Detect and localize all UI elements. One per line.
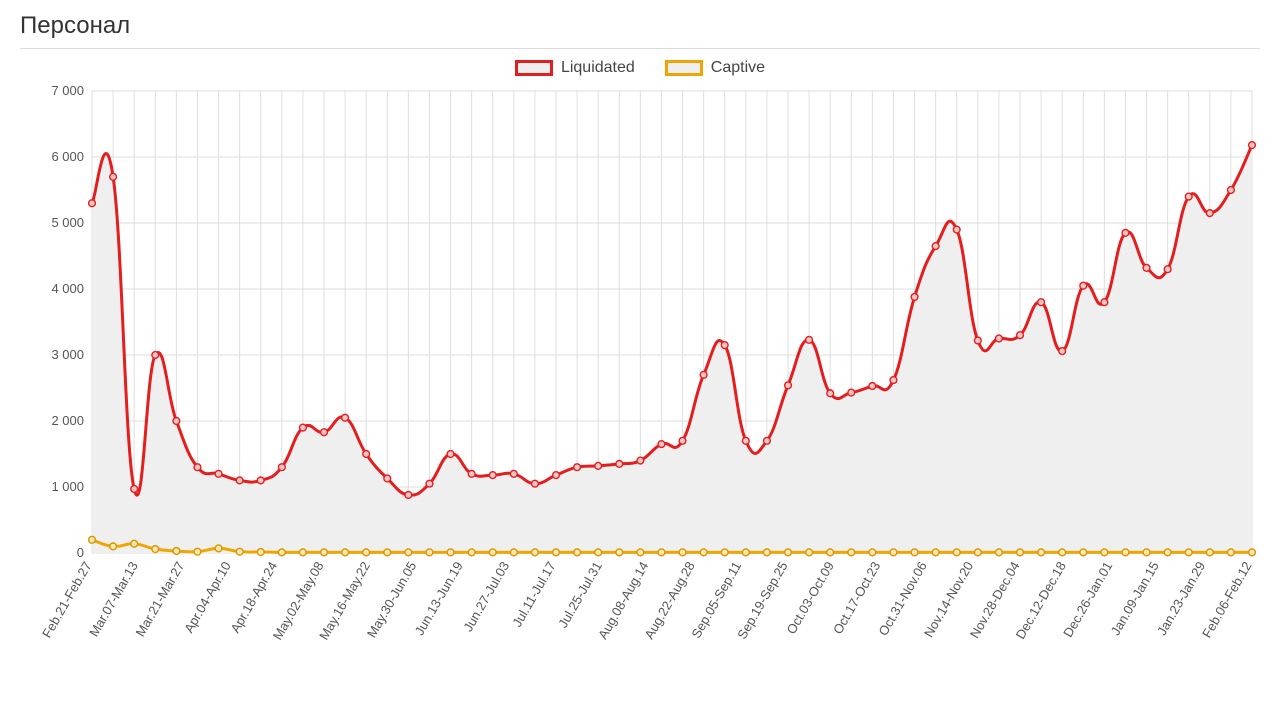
page-title: Персонал: [20, 12, 1260, 40]
legend-item-liquidated[interactable]: Liquidated: [515, 59, 635, 77]
svg-text:0: 0: [77, 545, 84, 560]
chart-container: 01 0002 0003 0004 0005 0006 0007 000Feb.…: [20, 81, 1260, 689]
legend-item-captive[interactable]: Captive: [665, 59, 765, 77]
svg-text:1 000: 1 000: [51, 479, 84, 494]
svg-text:3 000: 3 000: [51, 347, 84, 362]
personnel-chart: 01 0002 0003 0004 0005 0006 0007 000Feb.…: [20, 81, 1260, 689]
legend-swatch: [515, 60, 553, 76]
page: Персонал Liquidated Captive 0 1 000 2 000 3 …: [0, 0, 1280, 718]
legend-label: Liquidated: [561, 59, 635, 77]
chart-legend: Liquidated Captive: [20, 59, 1260, 77]
svg-text:2 000: 2 000: [51, 413, 84, 428]
svg-text:7 000: 7 000: [51, 83, 84, 98]
svg-text:4 000: 4 000: [51, 281, 84, 296]
svg-text:6 000: 6 000: [51, 149, 84, 164]
svg-text:5 000: 5 000: [51, 215, 84, 230]
legend-swatch: [665, 60, 703, 76]
title-divider: [20, 48, 1260, 49]
legend-label: Captive: [711, 59, 765, 77]
